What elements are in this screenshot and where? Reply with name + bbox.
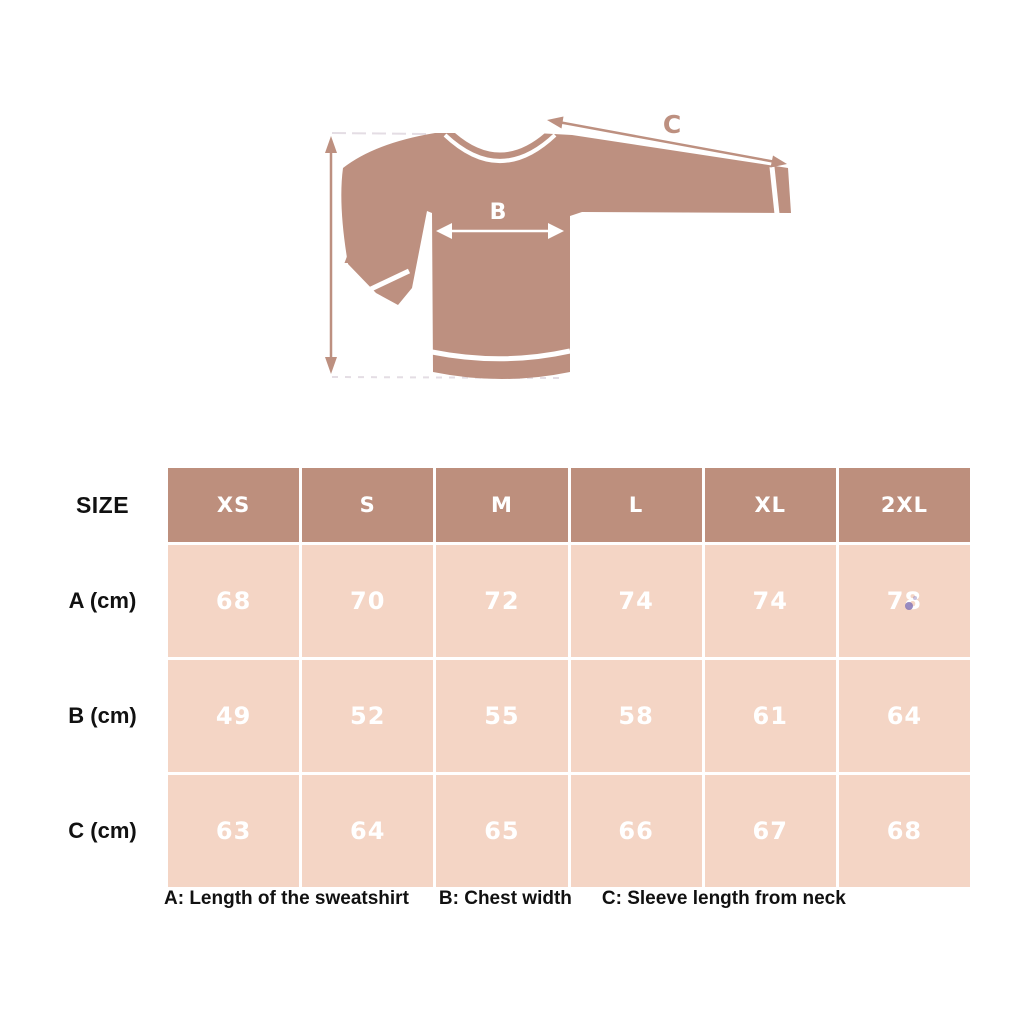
value-c-2xl: 68	[838, 775, 970, 887]
size-table-corner-label: SIZE	[40, 468, 165, 542]
value-c-m: 65	[436, 775, 568, 887]
measure-c-label: C	[663, 110, 681, 139]
value-a-l: 74	[570, 545, 702, 657]
row-label-c: C (cm)	[40, 775, 165, 887]
size-column-header-m: M	[436, 468, 568, 542]
value-a-xs: 68	[168, 545, 300, 657]
row-label-a: A (cm)	[40, 545, 165, 657]
value-b-s: 52	[302, 660, 434, 772]
value-b-l: 58	[570, 660, 702, 772]
value-b-2xl: 64	[838, 660, 970, 772]
print-artifact-dot	[905, 602, 913, 610]
right-cuff-line	[769, 166, 780, 215]
left-cuff-line	[369, 268, 411, 292]
value-c-s: 64	[302, 775, 434, 887]
measure-a-arrow: A	[325, 136, 364, 374]
legend-item-b: B: Chest width	[438, 888, 572, 909]
size-column-header-l: L	[570, 468, 702, 542]
collar-opening	[455, 133, 545, 153]
measurement-legend: A: Length of the sweatshirt B: Chest wid…	[164, 888, 846, 910]
value-b-xs: 49	[168, 660, 300, 772]
measure-b-label: B	[490, 200, 507, 225]
size-table: SIZE XS S M L XL 2XL A (cm) 68 70 72 74 …	[40, 468, 970, 887]
value-a-s: 70	[302, 545, 434, 657]
value-a-m: 72	[436, 545, 568, 657]
value-c-xl: 67	[704, 775, 836, 887]
size-column-header-xs: XS	[168, 468, 300, 542]
row-label-b: B (cm)	[40, 660, 165, 772]
top-guide-line	[331, 132, 431, 135]
size-column-header-2xl: 2XL	[838, 468, 970, 542]
sweatshirt-measurement-diagram: A B C	[325, 110, 791, 379]
collar-rib-line	[443, 133, 557, 163]
sweatshirt-illustration	[341, 133, 791, 379]
measure-c-arrow: C	[547, 110, 787, 168]
value-a-2xl: 78	[838, 545, 970, 657]
value-a-xl: 74	[704, 545, 836, 657]
size-column-header-s: S	[302, 468, 434, 542]
measure-b-arrow: B	[436, 200, 564, 239]
value-b-xl: 61	[704, 660, 836, 772]
value-c-xs: 63	[168, 775, 300, 887]
value-b-m: 55	[436, 660, 568, 772]
print-artifact-dot-small	[913, 596, 917, 600]
legend-item-c: C: Sleeve length from neck	[601, 888, 846, 909]
legend-item-a: A: Length of the sweatshirt	[164, 888, 409, 909]
measure-a-label: A	[344, 240, 364, 269]
value-c-l: 66	[570, 775, 702, 887]
size-column-header-xl: XL	[704, 468, 836, 542]
hem-line	[431, 348, 571, 362]
